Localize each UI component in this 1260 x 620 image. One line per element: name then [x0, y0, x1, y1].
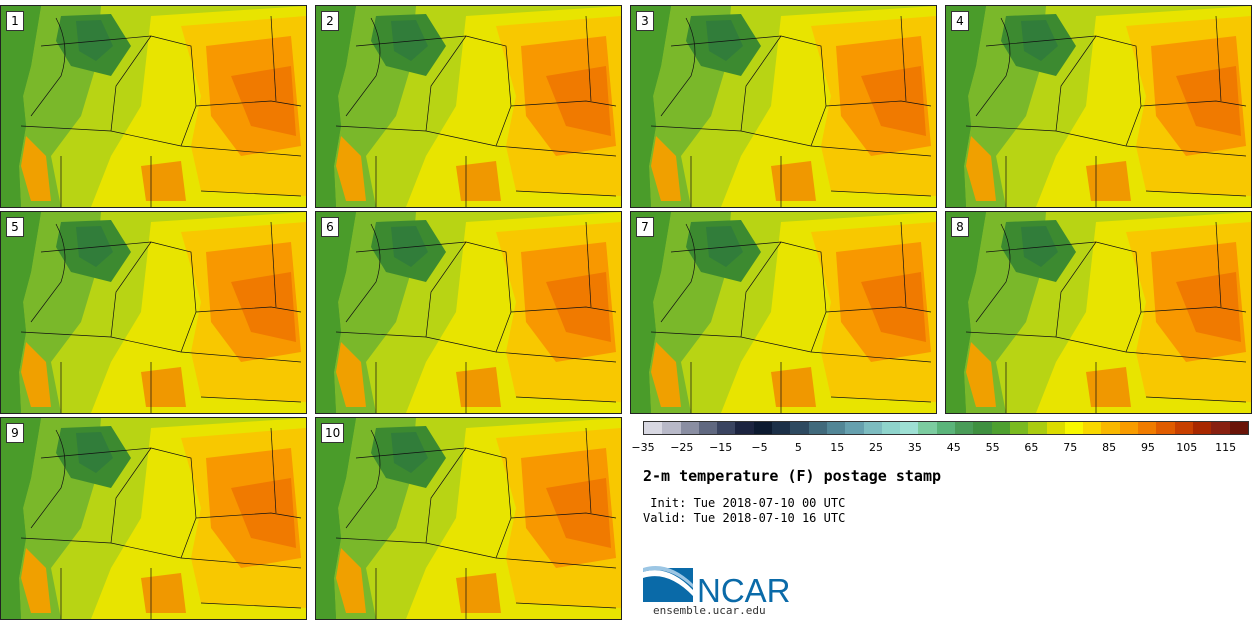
colorbar-tick-label: 75 — [1063, 441, 1078, 454]
colorbar-tick-label: 95 — [1140, 441, 1155, 454]
panel-label: 2 — [321, 11, 339, 31]
map-panel-2: 2 — [315, 5, 622, 208]
colorbar-bin — [991, 422, 1010, 434]
colorbar-bin — [826, 422, 846, 434]
colorbar-bin — [863, 422, 882, 434]
panel-label: 8 — [951, 217, 969, 237]
colorbar-tick-label: −15 — [709, 441, 733, 454]
panel-label: 7 — [636, 217, 654, 237]
panel-label: 10 — [321, 423, 345, 443]
colorbar-tick-label: 85 — [1102, 441, 1117, 454]
colorbar-bin — [845, 422, 864, 434]
colorbar-bin — [1101, 422, 1120, 434]
colorbar-bin — [772, 422, 791, 434]
colorbar-bin — [1064, 422, 1084, 434]
colorbar-tick-label: −25 — [670, 441, 694, 454]
map-panel-4: 4 — [945, 5, 1252, 208]
colorbar-bin — [790, 422, 809, 434]
panel-label: 6 — [321, 217, 339, 237]
map-panel-1: 1 — [0, 5, 307, 208]
panel-label: 5 — [6, 217, 24, 237]
logo-text: NCAR — [697, 572, 791, 604]
colorbar-bin — [1119, 422, 1139, 434]
colorbar-bin — [1083, 422, 1102, 434]
map-panel-5: 5 — [0, 211, 307, 414]
colorbar-ticks: −35 −25 −15 −5 5 15 25 35 45 55 65 75 85 95 105 115 — [631, 441, 1249, 455]
colorbar-tick-label: 45 — [946, 441, 961, 454]
colorbar-bin — [808, 422, 827, 434]
colorbar-bin — [900, 422, 919, 434]
colorbar-bin — [936, 422, 956, 434]
init-time: Init: Tue 2018-07-10 00 UTC — [643, 496, 846, 510]
colorbar-bin — [698, 422, 718, 434]
map-panel-10: 10 — [315, 417, 622, 620]
panel-label: 3 — [636, 11, 654, 31]
colorbar-bin — [881, 422, 901, 434]
panel-label: 1 — [6, 11, 24, 31]
colorbar-bin — [973, 422, 992, 434]
colorbar-tick-label: 35 — [907, 441, 922, 454]
colorbar-bin — [1229, 422, 1248, 434]
colorbar-bin — [918, 422, 937, 434]
panel-label: 4 — [951, 11, 969, 31]
colorbar-tick-label: −35 — [631, 441, 655, 454]
colorbar-bin — [753, 422, 773, 434]
colorbar-bin — [717, 422, 736, 434]
valid-time: Valid: Tue 2018-07-10 16 UTC — [643, 511, 846, 525]
colorbar-bin — [1046, 422, 1065, 434]
colorbar-tick-label: 25 — [869, 441, 884, 454]
colorbar-bin — [1028, 422, 1047, 434]
colorbar-tick-label: −5 — [751, 441, 768, 454]
colorbar — [643, 421, 1249, 435]
colorbar-tick-label: 15 — [830, 441, 845, 454]
colorbar-bin — [1174, 422, 1193, 434]
map-panel-3: 3 — [630, 5, 937, 208]
colorbar-tick-label: 5 — [794, 441, 802, 454]
ncar-logo: NCAR — [643, 566, 791, 604]
map-panel-7: 7 — [630, 211, 937, 414]
colorbar-bin — [680, 422, 699, 434]
colorbar-bin — [662, 422, 681, 434]
colorbar-bin — [1156, 422, 1175, 434]
colorbar-bin — [1138, 422, 1157, 434]
colorbar-bin — [1009, 422, 1029, 434]
colorbar-tick-label: 105 — [1176, 441, 1198, 454]
map-panel-8: 8 — [945, 211, 1252, 414]
colorbar-bin — [955, 422, 974, 434]
colorbar-bin — [1192, 422, 1212, 434]
plot-title: 2-m temperature (F) postage stamp — [643, 467, 942, 485]
panel-label: 9 — [6, 423, 24, 443]
colorbar-tick-label: 55 — [985, 441, 1000, 454]
colorbar-bin — [1211, 422, 1230, 434]
map-panel-6: 6 — [315, 211, 622, 414]
website-url: ensemble.ucar.edu — [653, 604, 766, 617]
colorbar-bin — [644, 422, 663, 434]
colorbar-tick-label: 115 — [1215, 441, 1237, 454]
map-panel-9: 9 — [0, 417, 307, 620]
colorbar-bin — [735, 422, 754, 434]
colorbar-tick-label: 65 — [1024, 441, 1039, 454]
